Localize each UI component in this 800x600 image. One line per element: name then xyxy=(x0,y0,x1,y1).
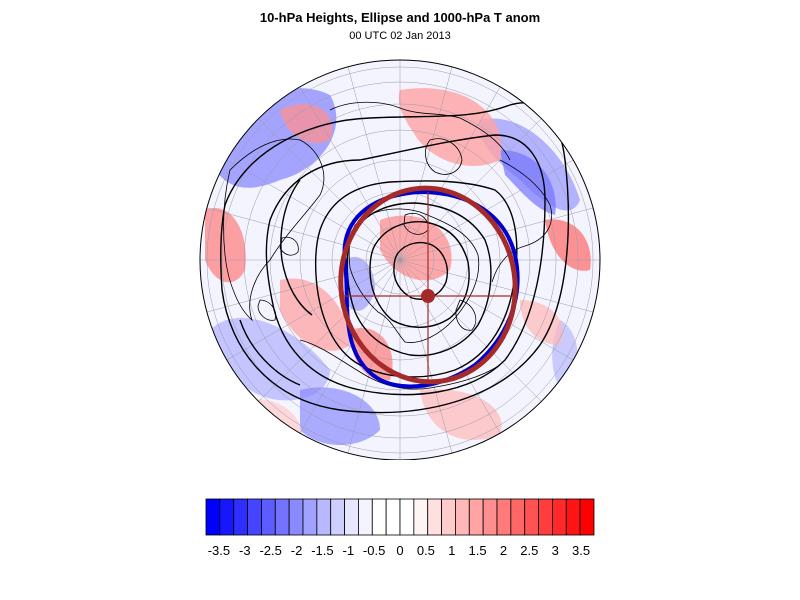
colorbar-box xyxy=(455,498,470,536)
warm-anomaly-patch xyxy=(205,208,246,283)
anomaly-field xyxy=(200,60,600,460)
colorbar-box xyxy=(496,498,512,536)
colorbar-box xyxy=(427,498,442,536)
colorbar-box xyxy=(274,498,290,536)
warm-anomaly-patch xyxy=(398,88,502,166)
colorbar-box xyxy=(233,498,248,536)
graticule xyxy=(200,60,600,460)
colorbar-box xyxy=(358,498,373,536)
warm-anomaly-patch xyxy=(520,300,563,345)
colorbar-tick-label: 3 xyxy=(552,543,559,558)
colorbar-box xyxy=(302,498,318,536)
globe-outline xyxy=(199,59,601,460)
colorbar-box xyxy=(288,498,304,536)
colorbar-box xyxy=(552,498,567,536)
fitted-ellipse xyxy=(338,185,518,385)
height-contour xyxy=(265,134,546,396)
colorbar-tick-label: 2.5 xyxy=(520,543,538,558)
warm-anomaly-patch xyxy=(280,104,332,144)
colorbar-box xyxy=(482,498,498,536)
colorbar-box xyxy=(565,498,581,536)
colorbar-tick-label: -3.5 xyxy=(208,543,230,558)
warm-anomaly-patch xyxy=(280,278,350,351)
colorbar-tick-label: -0.5 xyxy=(363,543,385,558)
colorbar-tick-label: -1.5 xyxy=(311,543,333,558)
cold-anomaly-patch xyxy=(300,387,380,445)
colorbar-tick-label: -2 xyxy=(291,543,303,558)
colorbar-box xyxy=(371,498,387,536)
colorbar-box xyxy=(524,498,539,536)
height-contour xyxy=(314,180,518,378)
vortex-edge-contour xyxy=(342,189,520,389)
colorbar-box xyxy=(468,498,484,536)
cold-anomaly-patch xyxy=(500,150,556,215)
colorbar-tick-label: -1 xyxy=(342,543,354,558)
colorbar-tick-label: 0.5 xyxy=(417,543,435,558)
colorbar-box xyxy=(510,498,526,536)
colorbar-box xyxy=(330,498,345,536)
colorbar-tick-label: -3 xyxy=(239,543,251,558)
colorbar-labels: -3.5 -3 -2.5 -2 -1.5 -1 -0.5 0 0.5 1 1.5 2 2.5 3 3.5 xyxy=(208,543,590,558)
height-contours xyxy=(220,102,570,414)
colorbar-tick-label: 2 xyxy=(500,543,507,558)
figure-subtitle: 00 UTC 02 Jan 2013 xyxy=(349,30,451,42)
warm-anomaly-patch xyxy=(420,389,502,440)
colorbar-tick-label: -2.5 xyxy=(259,543,281,558)
colorbar-tick-label: 1 xyxy=(448,543,455,558)
colorbar-box xyxy=(579,498,595,536)
height-contour xyxy=(280,179,313,316)
height-contour xyxy=(369,221,470,328)
colorbar-box xyxy=(385,498,401,536)
colorbar-box xyxy=(441,498,456,536)
colorbar-tick-label: 1.5 xyxy=(469,543,487,558)
colorbar-box xyxy=(538,498,553,536)
height-contour xyxy=(346,202,492,357)
colorbar-box xyxy=(247,498,262,536)
colorbar-box xyxy=(344,498,359,536)
colorbar-tick-label: 0 xyxy=(396,543,403,558)
height-contour xyxy=(220,102,570,414)
colorbar-box xyxy=(316,498,332,536)
polar-map xyxy=(199,59,601,460)
figure-title: 10-hPa Heights, Ellipse and 1000-hPa T a… xyxy=(259,10,541,25)
height-contour xyxy=(239,319,301,386)
colorbar-box xyxy=(399,498,415,536)
colorbar-box xyxy=(413,498,429,536)
colorbar-box xyxy=(219,498,235,536)
colorbar-tick-label: 3.5 xyxy=(572,543,590,558)
colorbar-boxes xyxy=(205,498,595,536)
ellipse-centroid-marker xyxy=(421,289,435,303)
colorbar-box xyxy=(205,498,221,536)
colorbar-box xyxy=(261,498,276,536)
